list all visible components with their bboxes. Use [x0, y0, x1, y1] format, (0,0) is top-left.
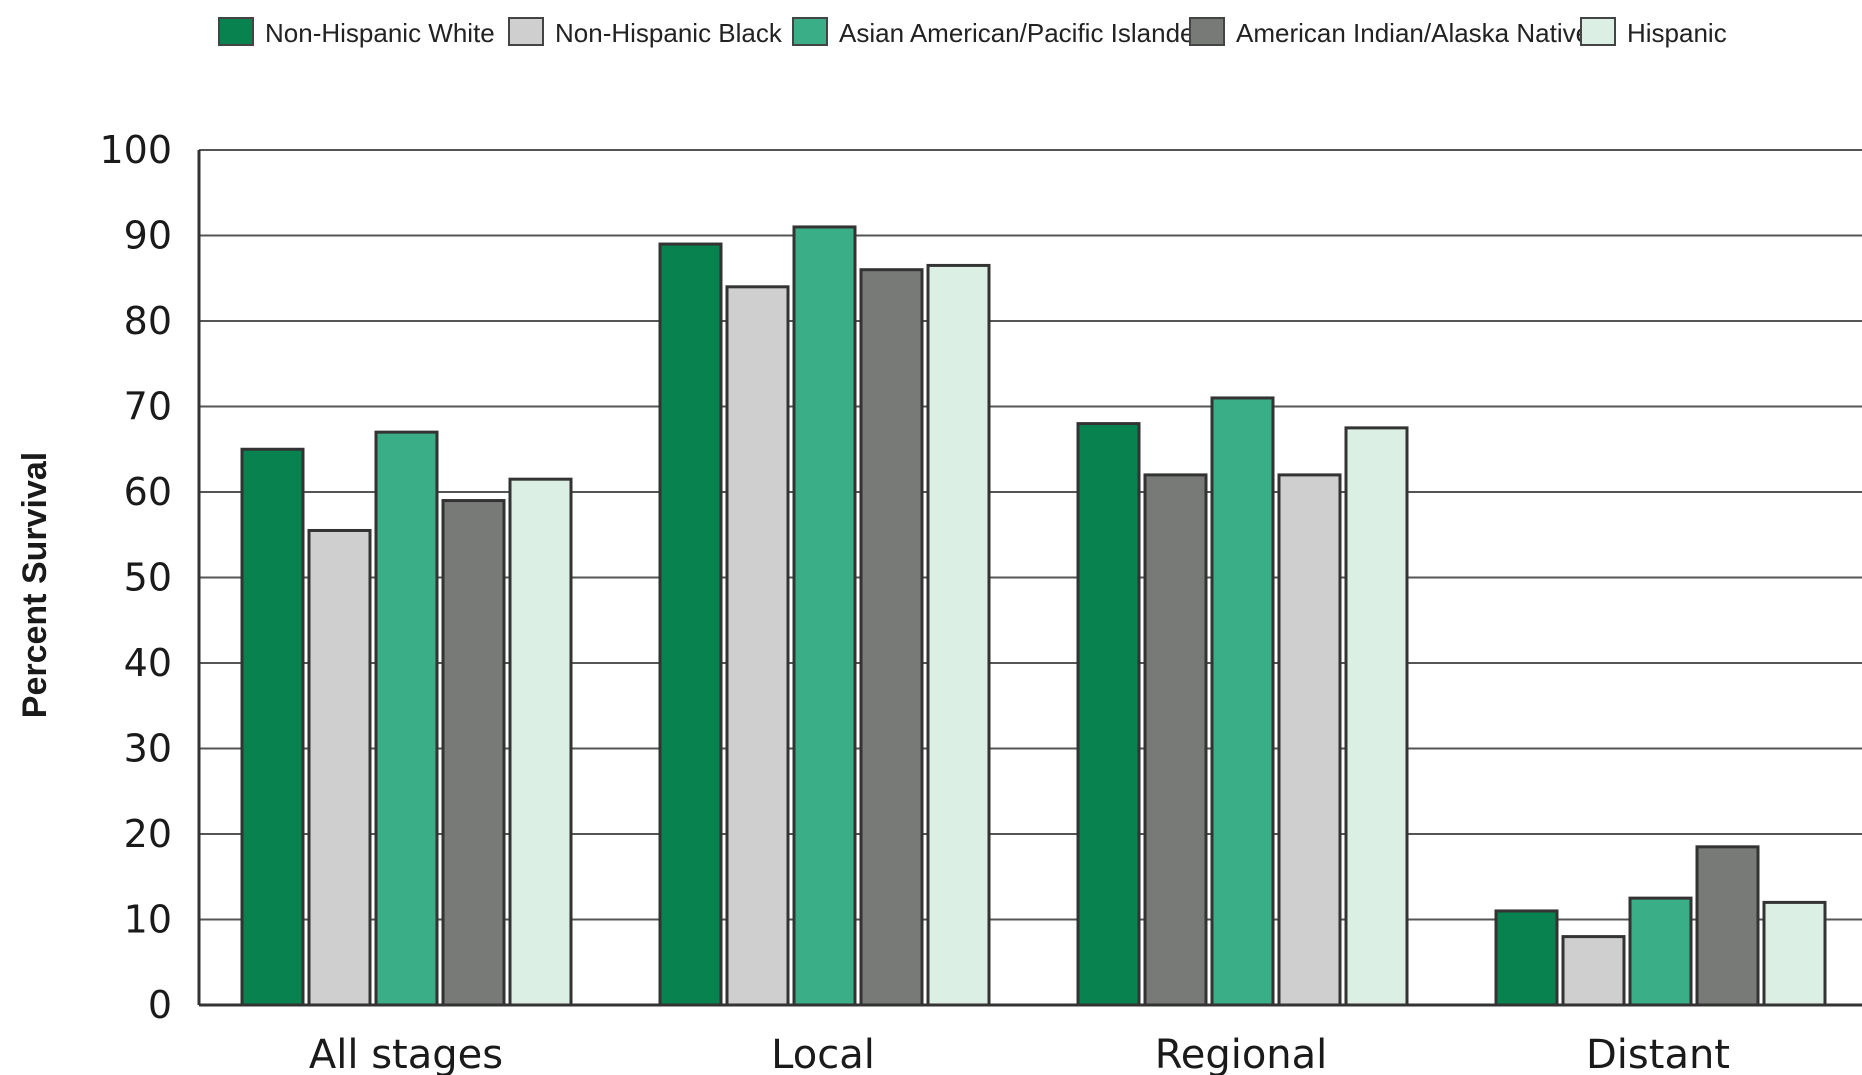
y-tick-label: 0	[148, 983, 172, 1027]
y-axis-label: Percent Survival	[16, 452, 54, 718]
y-tick-label: 60	[124, 470, 172, 514]
bar-regional-1	[1143, 473, 1208, 1007]
category-label: Local	[771, 1032, 875, 1075]
y-tick-label: 70	[124, 385, 172, 429]
bar-all-stages-4	[508, 477, 573, 1007]
legend-label: Non-Hispanic White	[265, 18, 495, 48]
legend-swatch	[508, 17, 544, 46]
category-label: All stages	[309, 1032, 503, 1075]
bar-local-1	[725, 285, 790, 1007]
bar-local-2	[792, 225, 857, 1007]
legend: Non-Hispanic White Non-Hispanic Black Asia…	[218, 17, 1727, 48]
axes	[197, 150, 1862, 1007]
bar-regional-4	[1344, 426, 1409, 1007]
legend-label: Non-Hispanic Black	[555, 18, 783, 48]
bar-local-4	[926, 263, 991, 1007]
legend-label: Hispanic	[1627, 18, 1727, 48]
y-tick-label: 20	[124, 812, 172, 856]
legend-swatch	[792, 17, 828, 46]
bar-distant-0	[1494, 909, 1559, 1007]
category-label: Distant	[1586, 1032, 1730, 1075]
bar-all-stages-2	[374, 430, 439, 1007]
y-tick-label: 10	[124, 898, 172, 942]
y-tick-label: 30	[124, 727, 172, 771]
bar-all-stages-0	[240, 447, 305, 1007]
bar-regional-2	[1210, 396, 1275, 1007]
y-tick-label: 80	[124, 299, 172, 343]
legend-swatch	[1189, 17, 1225, 46]
category-label: Regional	[1155, 1032, 1328, 1075]
legend-swatch	[1580, 17, 1616, 46]
bar-distant-4	[1762, 900, 1827, 1007]
bar-distant-2	[1628, 896, 1693, 1007]
bar-regional-0	[1076, 422, 1141, 1007]
bar-all-stages-1	[307, 528, 372, 1007]
bar-local-0	[658, 242, 723, 1007]
bar-local-3	[859, 268, 924, 1007]
y-tick-label: 100	[99, 128, 172, 172]
bar-distant-3	[1695, 845, 1760, 1007]
legend-label: Asian American/Pacific Islander	[839, 18, 1204, 48]
y-tick-label: 50	[124, 556, 172, 600]
legend-label: American Indian/Alaska Native	[1236, 18, 1590, 48]
bar-all-stages-3	[441, 499, 506, 1007]
y-tick-label: 40	[124, 641, 172, 685]
x-axis-categories: All stages Local Regional Distant	[309, 1032, 1730, 1075]
bars	[240, 225, 1827, 1007]
y-tick-label: 90	[124, 214, 172, 258]
legend-swatch	[218, 17, 254, 46]
bar-regional-3	[1277, 473, 1342, 1007]
y-axis-ticks: 0 10 20 30 40 50 60 70 80 90 100	[99, 128, 172, 1027]
bar-distant-1	[1561, 935, 1626, 1007]
